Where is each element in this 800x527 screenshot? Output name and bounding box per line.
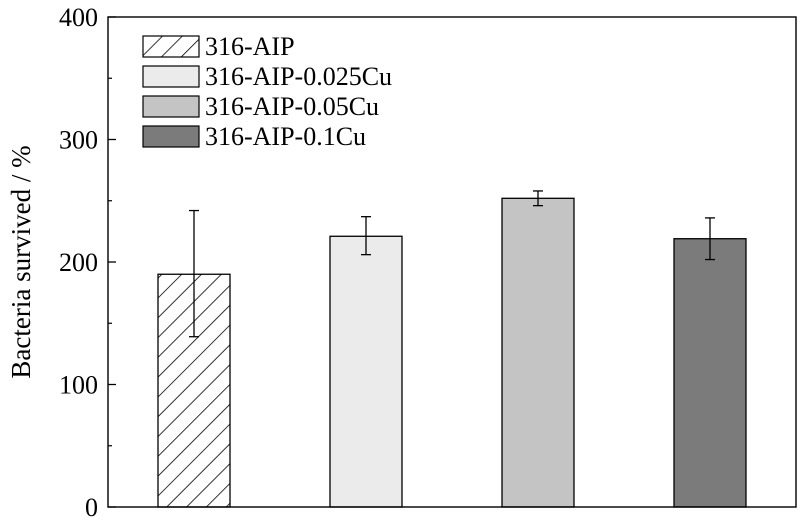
y-tick-label-0: 0 (85, 493, 98, 522)
legend-label-1: 316-AIP (205, 32, 295, 61)
bar-4 (673, 238, 747, 508)
y-axis-label: Bacteria survived / % (6, 145, 36, 378)
legend-swatch-4 (142, 125, 200, 148)
legend-label-2: 316-AIP-0.025Cu (205, 62, 392, 91)
legend-label-3: 316-AIP-0.05Cu (205, 92, 379, 121)
bar-2 (329, 235, 403, 508)
y-tick-label-300: 300 (59, 126, 98, 155)
y-tick-label-200: 200 (59, 248, 98, 277)
y-tick-label-100: 100 (59, 371, 98, 400)
legend-swatch-2 (142, 65, 200, 88)
legend-label-4: 316-AIP-0.1Cu (205, 122, 366, 151)
legend-swatch-1 (142, 35, 200, 58)
bar-3 (501, 197, 575, 508)
y-tick-label-400: 400 (59, 3, 98, 32)
legend-swatch-3 (142, 95, 200, 118)
